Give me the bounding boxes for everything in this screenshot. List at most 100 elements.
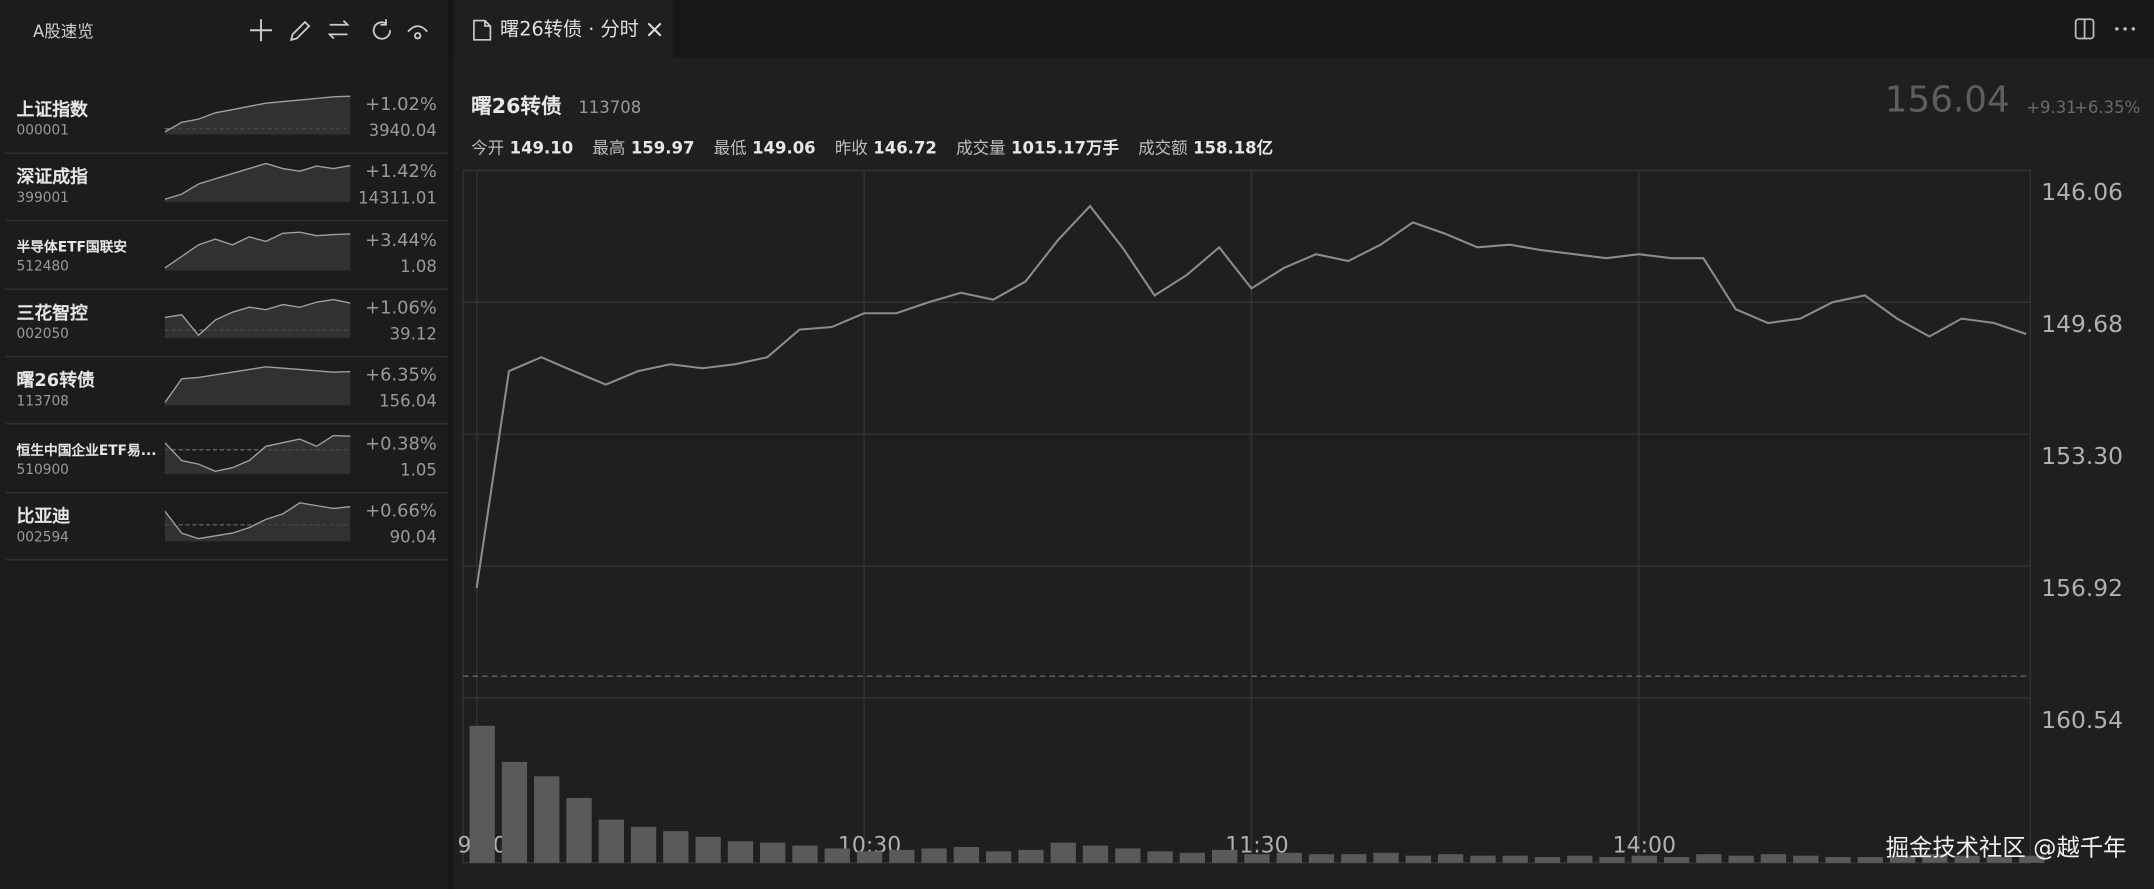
sparkline-line bbox=[164, 230, 351, 268]
stock-change: +6.35% bbox=[365, 365, 437, 387]
sparkline-line bbox=[164, 95, 351, 133]
volume-bar bbox=[663, 831, 689, 863]
sparkline-line bbox=[164, 434, 351, 472]
volume-bar bbox=[1857, 857, 1883, 863]
volume-bar bbox=[1502, 855, 1528, 863]
volume-bar bbox=[824, 848, 850, 863]
volume-bar bbox=[1631, 855, 1657, 863]
y-tick-label: 160.54 bbox=[2041, 706, 2123, 734]
edit-icon[interactable] bbox=[289, 20, 311, 42]
volume-bar bbox=[727, 841, 754, 863]
stock-row[interactable]: 三花智控 002050 +1.06% 39.12 bbox=[5, 288, 448, 358]
refresh-icon[interactable] bbox=[372, 19, 392, 40]
stock-code: 512480 bbox=[16, 259, 69, 275]
stock-price: 1.08 bbox=[400, 256, 437, 276]
stock-price: 90.04 bbox=[389, 527, 437, 547]
stock-name: 曙26转债 bbox=[16, 371, 95, 392]
tab-close[interactable] bbox=[647, 22, 662, 37]
stock-row[interactable]: 深证成指 399001 +1.42% 14311.01 bbox=[5, 153, 448, 222]
y-tick-label: 156.92 bbox=[2041, 574, 2123, 602]
volume-bar bbox=[1696, 854, 1722, 863]
volume-bar bbox=[1663, 857, 1690, 863]
stat-value: 1015.17万手 bbox=[1011, 138, 1119, 157]
volume-bar bbox=[2019, 855, 2045, 863]
sparkline-area bbox=[164, 163, 351, 203]
sparkline bbox=[164, 366, 351, 406]
volume-bar bbox=[1922, 854, 1948, 863]
volume-bar bbox=[1567, 855, 1593, 863]
sparkline-line bbox=[164, 298, 351, 337]
stock-change: +1.02% bbox=[365, 94, 437, 116]
volume-bar bbox=[1244, 854, 1270, 863]
stock-row[interactable]: 恒生中国企业ETF易... 510900 +0.38% 1.05 bbox=[5, 424, 448, 493]
volume-bar bbox=[566, 797, 592, 863]
file-icon bbox=[473, 19, 492, 41]
volume-bar bbox=[1373, 852, 1399, 863]
volume-bar bbox=[889, 849, 915, 863]
stock-code: 399001 bbox=[16, 191, 69, 207]
volume-bar bbox=[1825, 857, 1851, 863]
volume-bar bbox=[630, 826, 657, 863]
volume-bar bbox=[469, 725, 495, 863]
volume-bar bbox=[1341, 854, 1367, 863]
stat-label: 昨收 bbox=[835, 138, 868, 157]
volume-bar bbox=[501, 761, 528, 863]
volume-bar bbox=[1437, 854, 1464, 863]
volume-bar bbox=[1889, 855, 1916, 863]
stock-row[interactable]: 曙26转债 113708 +6.35% 156.04 bbox=[5, 356, 448, 425]
price-line bbox=[475, 204, 2027, 589]
sparkline-area bbox=[164, 434, 351, 474]
sparkline-area bbox=[164, 299, 351, 338]
stat-value: 159.97 bbox=[631, 138, 695, 157]
sparkline-area bbox=[164, 502, 351, 542]
volume-bar bbox=[1308, 854, 1335, 863]
stock-code: 510900 bbox=[16, 462, 69, 478]
sparkline-line bbox=[164, 501, 351, 540]
stock-price: 14311.01 bbox=[358, 188, 437, 208]
stock-name: 三花智控 bbox=[16, 303, 88, 325]
volume-bar bbox=[1018, 849, 1044, 863]
quote-stats: 今开 149.10 最高 159.97 最低 149.06 昨收 146.72 成交量 1015.… bbox=[471, 138, 1273, 157]
volume-bar bbox=[1793, 855, 1819, 863]
sidebar-title: A股速览 bbox=[32, 21, 94, 42]
stat-label: 最低 bbox=[714, 138, 747, 157]
volume-bar bbox=[1470, 855, 1496, 863]
toolbar bbox=[250, 19, 428, 42]
volume-bar bbox=[792, 845, 818, 863]
stock-row[interactable]: 上证指数 000001 +1.02% 3940.04 bbox=[5, 85, 448, 154]
stat-label: 最高 bbox=[592, 138, 625, 157]
volume-bar bbox=[856, 851, 883, 863]
stock-price: 3940.04 bbox=[368, 120, 437, 141]
sparkline bbox=[164, 434, 351, 474]
volume-bar bbox=[921, 848, 947, 863]
stock-name: 半导体ETF国联安 bbox=[16, 239, 128, 256]
volume-bar bbox=[1986, 857, 2013, 863]
swap-icon[interactable] bbox=[327, 19, 350, 40]
volume-bar bbox=[1212, 849, 1238, 863]
stock-name: 比亚迪 bbox=[16, 506, 71, 528]
volume-bar bbox=[1082, 845, 1109, 863]
add-icon[interactable] bbox=[250, 19, 272, 42]
volume-bar bbox=[1760, 854, 1787, 863]
stock-row[interactable]: 比亚迪 002594 +0.66% 90.04 bbox=[5, 492, 448, 561]
more-icon[interactable] bbox=[2115, 27, 2136, 31]
sparkline bbox=[164, 230, 351, 271]
volume-bar bbox=[1728, 855, 1754, 863]
watermark: 掘金技术社区 @越千年 bbox=[1886, 834, 2127, 862]
stock-price: 39.12 bbox=[389, 324, 437, 344]
stock-row[interactable]: 半导体ETF国联安 512480 +3.44% 1.08 bbox=[5, 221, 448, 290]
stat-value: 158.18亿 bbox=[1193, 138, 1273, 157]
volume-bar bbox=[1954, 855, 1980, 863]
stock-change: +0.38% bbox=[365, 433, 437, 455]
volume-bar bbox=[598, 819, 624, 863]
stat-label: 成交额 bbox=[1138, 138, 1187, 157]
stock-name: 恒生中国企业ETF易... bbox=[16, 443, 157, 459]
sparkline-line bbox=[164, 366, 351, 404]
sparkline-area bbox=[164, 231, 351, 271]
stat-label: 成交量 bbox=[956, 138, 1005, 157]
watch-icon[interactable] bbox=[407, 25, 428, 40]
sparkline-area bbox=[164, 96, 351, 135]
tab-title[interactable]: 曙26转债 · 分时 bbox=[500, 18, 639, 41]
